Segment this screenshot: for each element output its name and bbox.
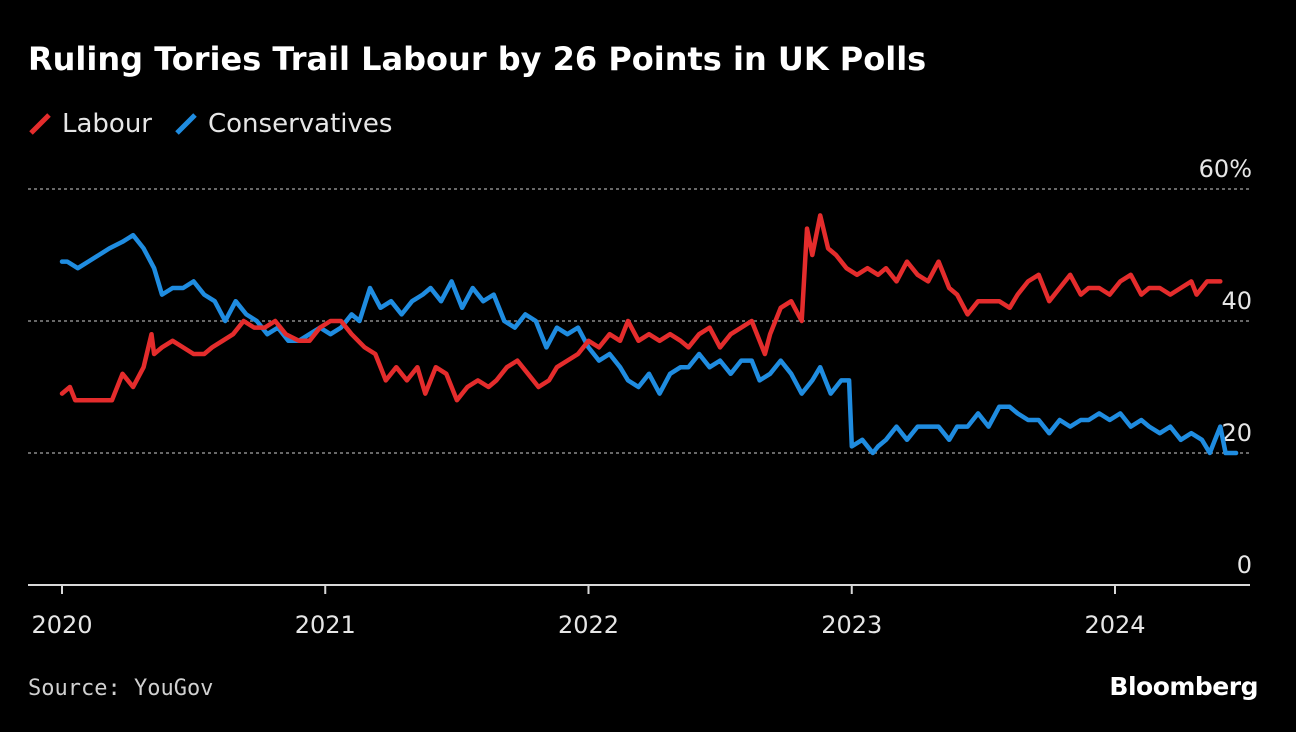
x-tick-label-2022: 2022	[558, 611, 619, 639]
source-note: Source: YouGov	[28, 676, 214, 701]
x-tick-label-2020: 2020	[31, 611, 92, 639]
legend-label-conservatives: Conservatives	[208, 109, 393, 139]
x-tick-label-2023: 2023	[821, 611, 882, 639]
x-tick-label-2024: 2024	[1084, 611, 1145, 639]
y-tick-label-40: 40	[1221, 287, 1252, 315]
series-line-labour	[59, 213, 1223, 403]
series-line-conservatives	[59, 232, 1239, 456]
legend-item-conservatives: Conservatives	[174, 109, 392, 139]
legend: Labour Conservatives	[28, 106, 392, 142]
y-tick-label-0: 0	[1237, 551, 1252, 579]
x-tick-label-2021: 2021	[295, 611, 356, 639]
legend-swatch-labour	[28, 112, 52, 136]
chart-title: Ruling Tories Trail Labour by 26 Points …	[28, 40, 927, 78]
legend-item-labour: Labour	[28, 109, 152, 139]
legend-label-labour: Labour	[62, 109, 152, 139]
y-tick-label-20: 20	[1221, 419, 1252, 447]
legend-swatch-conservatives	[174, 112, 198, 136]
y-tick-label-60: 60%	[1199, 155, 1252, 183]
bloomberg-logo: Bloomberg	[1109, 672, 1258, 701]
